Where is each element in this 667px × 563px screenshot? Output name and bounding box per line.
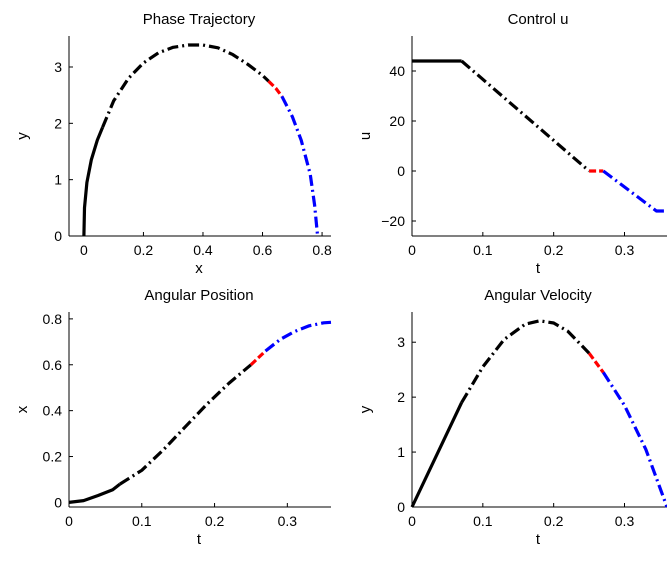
panel-angular-position: 0 0.1 0.2 0.3 0 0.2 0.4 0.6 0.8 Angular Position t… (14, 287, 332, 548)
x-tick-label: 0.2 (544, 242, 564, 258)
x-tick-label: 0.2 (205, 513, 225, 529)
y-tick-label: 40 (389, 63, 405, 79)
x-tick-label: 0.1 (473, 513, 493, 529)
y-tick-label: 0 (54, 228, 62, 244)
x-tick-label: 0 (408, 513, 416, 529)
series-line (264, 320, 332, 353)
panel-phase-trajectory: 0 0.2 0.4 0.6 0.8 0 1 2 3 Phase Trajectory x y (14, 11, 332, 277)
series-line (119, 363, 252, 486)
y-tick-label: 3 (397, 334, 405, 350)
series-line (460, 59, 591, 173)
series-line (280, 95, 320, 237)
y-tick-label: 2 (397, 389, 405, 405)
y-tick-label: 0 (54, 494, 62, 510)
series-line (410, 401, 464, 508)
y-tick-label: 0.6 (43, 357, 63, 373)
x-tick-label: 0 (65, 513, 73, 529)
y-tick-label: 0.4 (43, 403, 63, 419)
x-tick-label: 0.3 (615, 242, 635, 258)
x-tick-label: 0.2 (134, 242, 154, 258)
y-tick-label: 2 (54, 115, 62, 131)
y-tick-label: 20 (389, 113, 405, 129)
y-axis-label: x (14, 405, 31, 413)
y-axis-label: u (357, 132, 374, 140)
x-axis-label: t (536, 260, 541, 277)
y-tick-label: 0 (397, 499, 405, 515)
y-tick-label: −20 (381, 213, 405, 229)
x-tick-label: 0.1 (473, 242, 493, 258)
y-axis-label: y (357, 405, 374, 413)
x-tick-label: 0.2 (544, 513, 564, 529)
series-line (602, 169, 667, 213)
x-axis-label: x (195, 260, 203, 277)
x-tick-label: 0.6 (253, 242, 273, 258)
x-tick-label: 0.1 (132, 513, 152, 529)
x-tick-label: 0.4 (193, 242, 213, 258)
x-tick-label: 0 (408, 242, 416, 258)
series-line (68, 482, 121, 504)
chart-title: Phase Trajectory (143, 11, 256, 28)
y-tick-label: 1 (397, 444, 405, 460)
x-tick-label: 0.8 (312, 242, 332, 258)
y-tick-label: 0.2 (43, 449, 63, 465)
x-axis-label: t (536, 531, 541, 548)
chart-title: Angular Velocity (484, 287, 592, 304)
y-tick-label: 0 (397, 163, 405, 179)
series-line (601, 371, 667, 508)
y-tick-label: 3 (54, 59, 62, 75)
x-tick-label: 0.3 (615, 513, 635, 529)
x-tick-label: 0.3 (278, 513, 298, 529)
series-line (587, 352, 605, 374)
y-axis-label: y (14, 132, 31, 140)
series-line (267, 79, 284, 98)
x-tick-label: 0 (80, 242, 88, 258)
y-tick-label: 1 (54, 172, 62, 188)
series-line (249, 349, 267, 366)
series-line (460, 319, 591, 404)
y-tick-label: 0.8 (43, 311, 63, 327)
chart-title: Control u (508, 11, 569, 28)
series-line (101, 43, 270, 128)
x-axis-label: t (197, 531, 202, 548)
chart-title: Angular Position (144, 287, 253, 304)
panel-angular-velocity: 0 0.1 0.2 0.3 0 1 2 3 Angular Velocity t y (357, 287, 667, 548)
series-line (82, 126, 105, 237)
